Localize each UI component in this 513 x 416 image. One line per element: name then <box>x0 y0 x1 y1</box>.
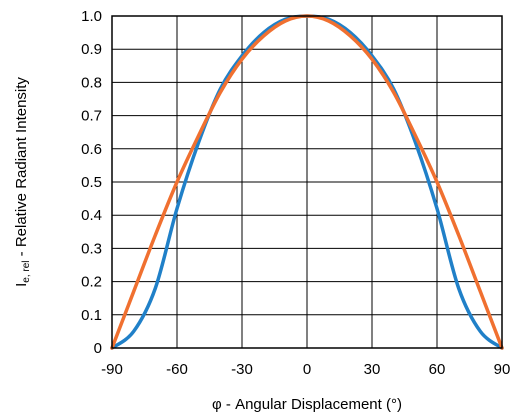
y-axis-title-prefix: I <box>13 283 30 287</box>
x-tick-label: -30 <box>231 361 253 378</box>
y-tick-label: 0.2 <box>81 274 102 291</box>
x-tick-label: 30 <box>364 361 381 378</box>
y-tick-label: 0.3 <box>81 240 102 257</box>
y-tick-label: 0 <box>94 340 102 357</box>
x-tick-label: 90 <box>494 361 511 378</box>
y-tick-label: 0.9 <box>81 41 102 58</box>
y-tick-label: 0.5 <box>81 174 102 191</box>
y-tick-label: 0.8 <box>81 74 102 91</box>
y-tick-label: 0.4 <box>81 207 102 224</box>
grid <box>112 16 502 348</box>
y-axis-title-suffix: - Relative Radiant Intensity <box>13 77 30 261</box>
y-tick-label: 1.0 <box>81 8 102 25</box>
y-axis-title: Ie, rel - Relative Radiant Intensity <box>13 77 32 287</box>
x-tick-label: 0 <box>303 361 311 378</box>
y-tick-label: 0.7 <box>81 108 102 125</box>
x-tick-labels: -90 -60 -30 0 30 60 90 <box>101 361 510 378</box>
x-tick-label: -60 <box>166 361 188 378</box>
x-axis-title: φ - Angular Displacement (°) <box>212 396 402 413</box>
y-tick-labels: 0 0.1 0.2 0.3 0.4 0.5 0.6 0.7 0.8 0.9 1.0 <box>81 8 102 357</box>
y-tick-label: 0.1 <box>81 307 102 324</box>
x-tick-label: 60 <box>429 361 446 378</box>
y-tick-label: 0.6 <box>81 141 102 158</box>
y-axis-title-subscript: e, rel <box>21 261 32 283</box>
plot-frame <box>111 15 503 349</box>
x-tick-label: -90 <box>101 361 123 378</box>
